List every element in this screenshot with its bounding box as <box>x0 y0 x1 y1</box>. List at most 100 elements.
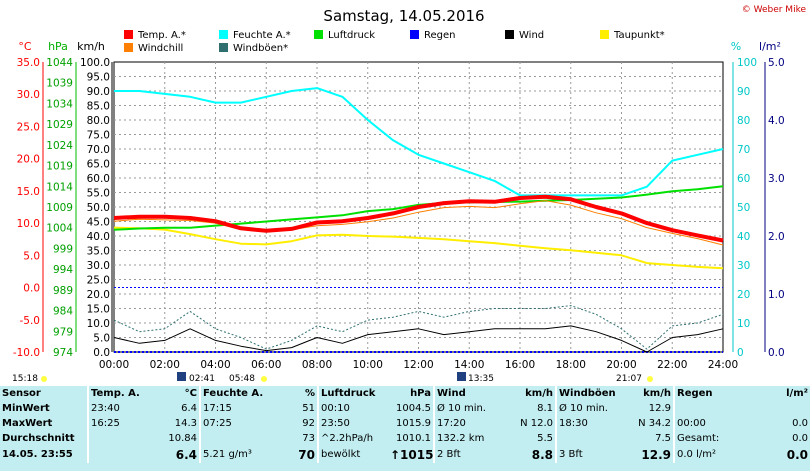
press-tick: 1014 <box>46 181 73 193</box>
table-cell: 73 <box>302 433 315 444</box>
wind-tick: 40.0 <box>87 231 110 243</box>
table-cell: 17:20 <box>433 416 500 431</box>
press-tick: 994 <box>53 264 73 276</box>
x-tick: 06:00 <box>251 359 281 371</box>
x-tick: 18:00 <box>556 359 586 371</box>
moonset-icon <box>457 372 466 381</box>
table-header-cell: Sensor <box>2 388 41 399</box>
table-cell: Durchschnitt <box>2 433 75 444</box>
table-current-cell: 3 Bft <box>555 446 622 463</box>
table-cell: ^2.2hPa/h <box>317 431 388 446</box>
sunset-time: 21:07 <box>616 374 642 384</box>
sunrise-time: 05:48 <box>229 374 255 384</box>
wind-tick: 50.0 <box>87 202 110 214</box>
legend-label: Luftdruck <box>328 30 375 41</box>
wind-tick: 95.0 <box>87 72 110 84</box>
grid <box>114 62 723 352</box>
wind-tick: 60.0 <box>87 173 110 185</box>
wind-tick: 35.0 <box>87 246 110 258</box>
press-tick: 1034 <box>46 98 73 110</box>
press-tick: 979 <box>53 326 73 338</box>
legend-swatch <box>505 30 514 39</box>
table-cell: MaxWert <box>2 418 53 429</box>
table-cell: MinWert <box>2 403 50 414</box>
table-current-cell: 6.4 <box>175 447 197 462</box>
x-tick: 14:00 <box>454 359 484 371</box>
stats-table: Sensor Temp. A. °C Feuchte A.% Luftdruck hPa W… <box>0 386 810 463</box>
x-tick: 16:00 <box>505 359 535 371</box>
table-cell <box>555 431 622 446</box>
x-tick: 10:00 <box>353 359 383 371</box>
table-current-cell: 5.21 g/m³ <box>199 446 270 463</box>
table-cell: 8.1 <box>537 403 553 414</box>
x-tick: 20:00 <box>606 359 636 371</box>
wind-tick: 80.0 <box>87 115 110 127</box>
series-luftdruck <box>113 185 724 231</box>
temp-tick: 5.0 <box>23 250 40 262</box>
stats-header-row: Sensor Temp. A. °C Feuchte A.% Luftdruck hPa W… <box>0 386 810 401</box>
table-header-cell: Temp. A. <box>87 386 148 401</box>
rain-unit: l/m² <box>759 40 781 53</box>
table-header-cell: % <box>304 388 315 399</box>
hum-tick: 0 <box>737 347 744 359</box>
moonrise-time: 02:41 <box>189 374 215 384</box>
legend-label: Windchill <box>138 43 183 54</box>
legend-swatch <box>600 30 609 39</box>
table-cell: 6.4 <box>181 403 197 414</box>
table-current-cell: 12.9 <box>641 447 671 462</box>
x-tick: 00:00 <box>99 359 129 371</box>
legend-swatch <box>219 30 228 39</box>
series-windb-en <box>113 305 724 350</box>
table-current-cell: 14.05. 23:55 <box>2 449 73 460</box>
table-cell <box>87 431 148 446</box>
table-current-cell: 70 <box>298 447 315 462</box>
table-cell <box>748 401 810 416</box>
hum-tick: 100 <box>737 57 757 69</box>
hum-tick: 70 <box>737 144 750 156</box>
x-tick: 24:00 <box>708 359 738 371</box>
table-cell: 00:10 <box>317 401 388 416</box>
table-header-cell: l/m² <box>786 388 808 399</box>
dawn-time: 15:18 <box>12 374 38 384</box>
moonset-time: 13:35 <box>468 374 494 384</box>
series-wind <box>113 325 724 353</box>
legend-swatch <box>124 43 133 52</box>
wind-tick: 0.0 <box>93 347 110 359</box>
hum-tick: 30 <box>737 260 750 272</box>
series-taupunkt <box>113 226 724 270</box>
table-current-cell: 8.8 <box>531 447 553 462</box>
rain-tick: 1.0 <box>768 289 785 301</box>
sunset-icon <box>647 376 653 382</box>
press-tick: 1044 <box>46 57 73 69</box>
table-cell: 23:50 <box>317 416 388 431</box>
table-header-cell: Wind <box>433 386 500 401</box>
table-cell: 132.2 km <box>433 431 500 446</box>
legend-label: Windböen* <box>233 43 288 54</box>
weather-chart: Samstag, 14.05.2016 © Weber Mike Temp. A… <box>12 5 807 384</box>
legend-swatch <box>124 30 133 39</box>
sunrise-icon <box>261 376 267 382</box>
table-cell <box>199 431 270 446</box>
wind-tick: 85.0 <box>87 101 110 113</box>
press-tick: 1024 <box>46 140 73 152</box>
hum-tick: 80 <box>737 115 750 127</box>
press-tick: 1029 <box>46 119 73 131</box>
hum-unit: % <box>731 40 741 53</box>
table-cell: 12.9 <box>648 403 671 414</box>
table-header-cell: Regen <box>673 386 748 401</box>
table-cell <box>673 401 748 416</box>
x-tick: 02:00 <box>150 359 180 371</box>
table-cell: 0.0 <box>792 433 808 444</box>
table-current-cell: 0.0 l/m² <box>673 446 748 463</box>
table-cell: 23:40 <box>87 401 148 416</box>
legend-label: Temp. A.* <box>137 30 186 41</box>
temp-tick: -5.0 <box>20 315 41 327</box>
press-tick: 984 <box>53 306 73 318</box>
legend-label: Feuchte A.* <box>233 30 291 41</box>
table-cell: N 34.2 <box>638 418 671 429</box>
table-cell: 07:25 <box>199 416 270 431</box>
table-cell: 00:00 <box>673 416 748 431</box>
hum-tick: 10 <box>737 318 750 330</box>
wind-tick: 45.0 <box>87 217 110 229</box>
stats-row-avg: Durchschnitt 10.84 73 ^2.2hPa/h 1010.1 132.2 … <box>0 431 810 446</box>
